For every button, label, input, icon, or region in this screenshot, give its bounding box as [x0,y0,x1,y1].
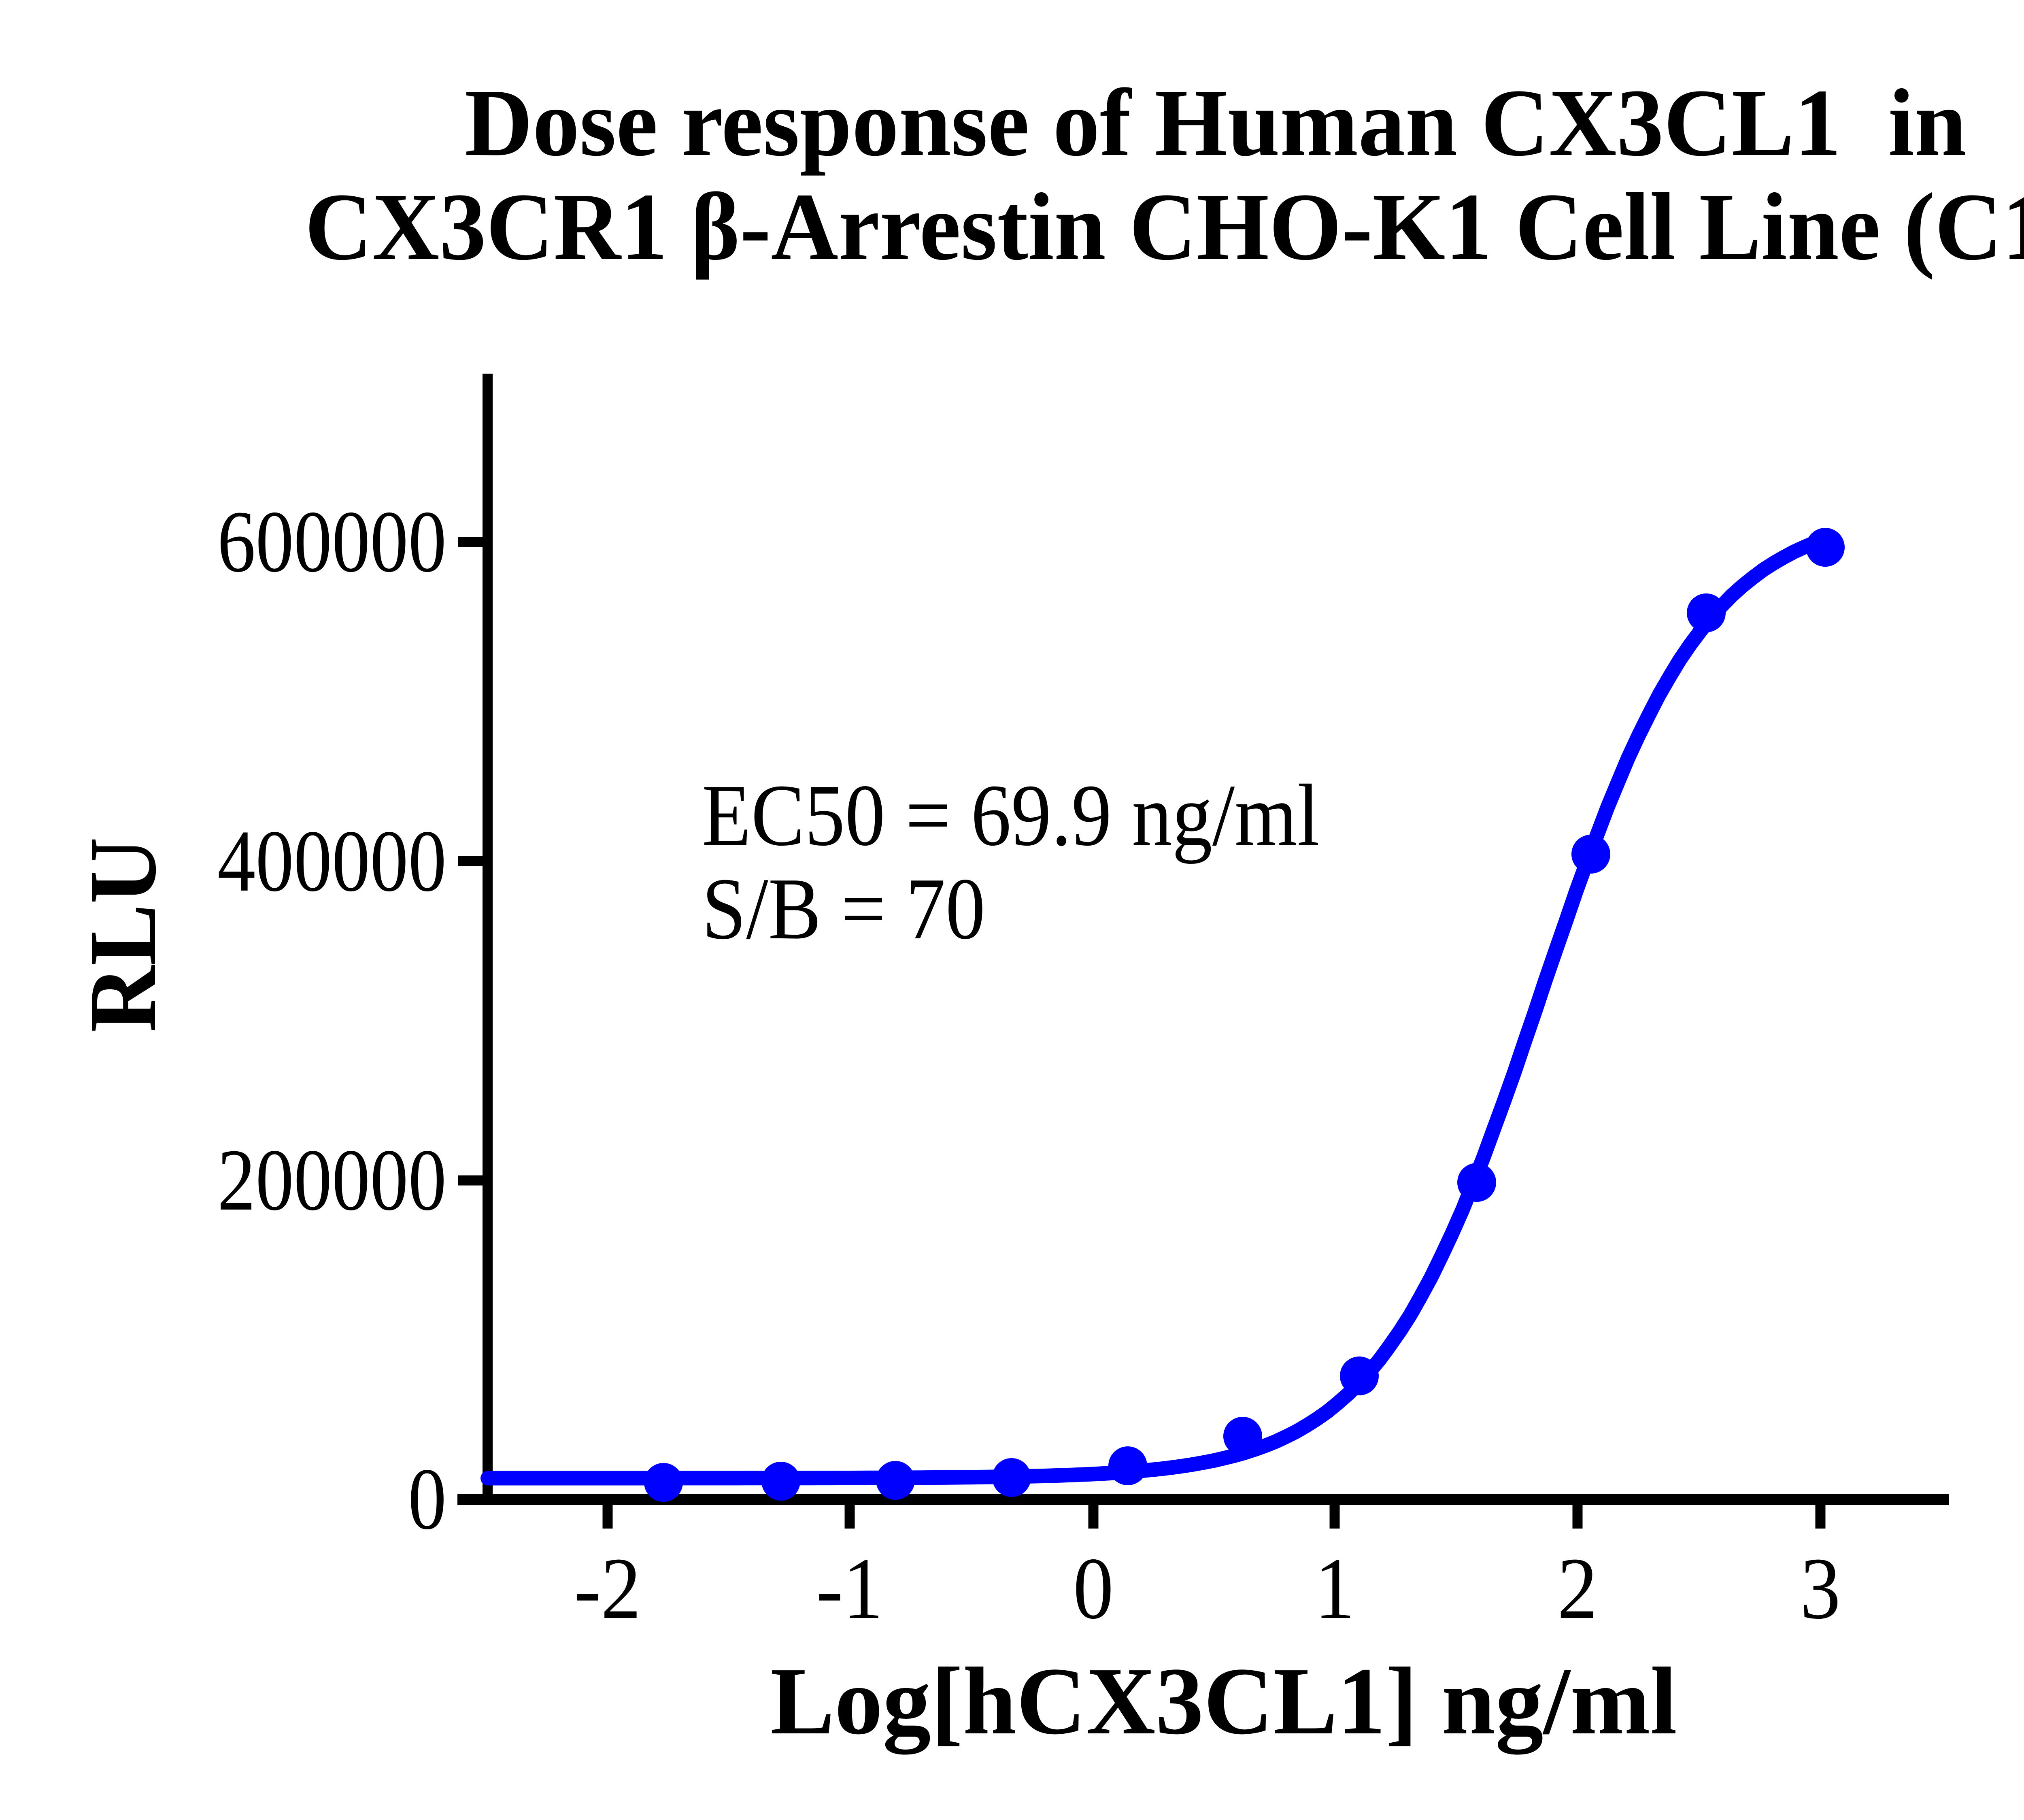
svg-text:Log[hCX3CL1] ng/ml: Log[hCX3CL1] ng/ml [770,1648,1677,1754]
svg-text:0: 0 [1073,1540,1114,1637]
svg-text:400000: 400000 [217,812,446,910]
svg-text:2: 2 [1557,1540,1598,1637]
svg-text:Dose response of Human CX3CL1: Dose response of Human CX3CL1 in [465,70,1967,176]
svg-text:CX3CR1 β-Arrestin CHO-K1 Cell: CX3CR1 β-Arrestin CHO-K1 Cell Line (C13) [305,174,2024,280]
svg-text:0: 0 [408,1450,446,1548]
svg-text:-1: -1 [816,1540,883,1637]
svg-text:3: 3 [1800,1540,1841,1637]
svg-text:RLU: RLU [70,837,176,1032]
svg-text:600000: 600000 [217,493,446,591]
svg-text:EC50 = 69.9 ng/ml: EC50 = 69.9 ng/ml [702,767,1320,864]
svg-text:200000: 200000 [217,1131,446,1229]
svg-text:S/B = 70: S/B = 70 [702,860,985,958]
svg-text:1: 1 [1314,1540,1355,1637]
svg-text:-2: -2 [574,1540,641,1637]
